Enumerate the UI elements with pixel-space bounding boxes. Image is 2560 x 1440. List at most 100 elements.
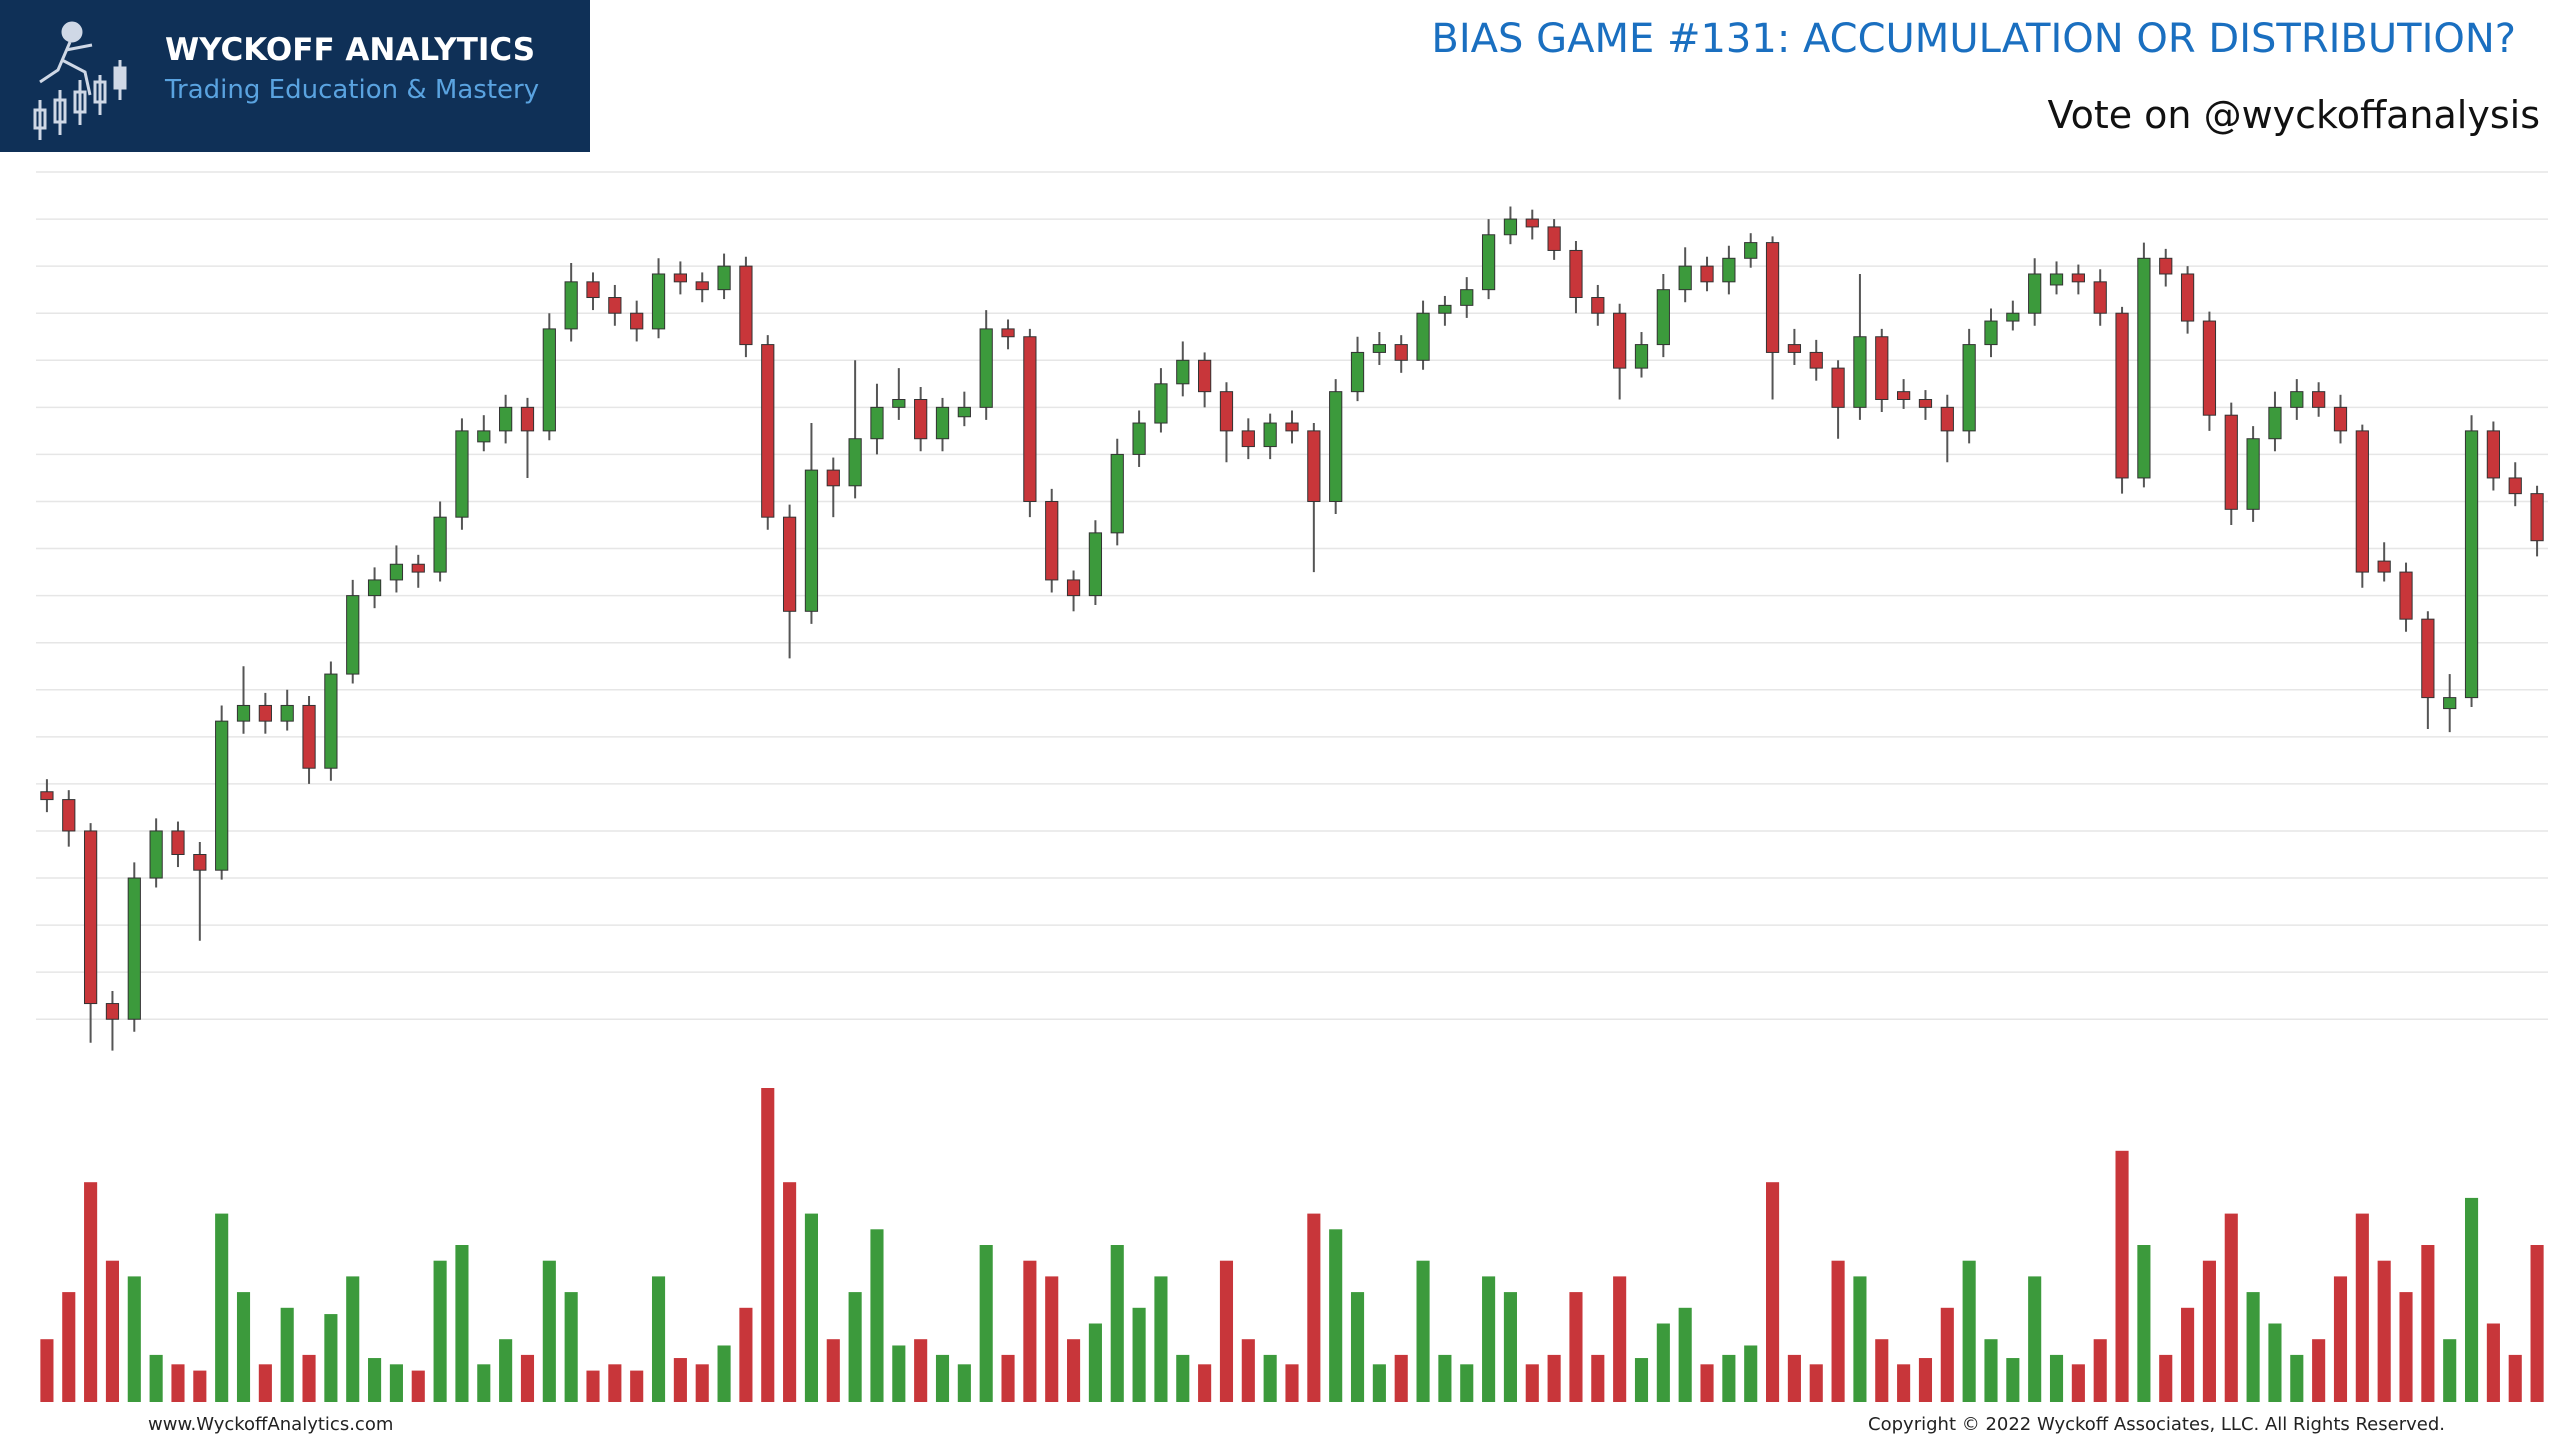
- candle-body: [586, 281, 600, 299]
- candle-body: [389, 563, 404, 581]
- volume-bar: [761, 1088, 775, 1402]
- volume-bar: [1853, 1276, 1867, 1402]
- candle-body: [739, 265, 753, 346]
- volume-bar: [695, 1364, 709, 1402]
- volume-bar: [2290, 1354, 2304, 1402]
- candle-body: [193, 854, 207, 871]
- volume-bar: [2399, 1292, 2413, 1402]
- candle-body: [1875, 336, 1889, 401]
- candle-body: [2268, 406, 2282, 440]
- candle-body: [1744, 242, 1758, 259]
- candle-body: [433, 516, 447, 573]
- candle-body: [1023, 336, 1037, 502]
- candle-body: [826, 469, 840, 487]
- volume-bar: [2312, 1339, 2326, 1402]
- volume-bar: [2115, 1150, 2129, 1402]
- candle-body: [236, 704, 251, 722]
- candle-body: [2246, 438, 2260, 510]
- candle-body: [105, 1003, 120, 1020]
- candle-body: [1722, 257, 1736, 283]
- candle-body: [40, 791, 54, 801]
- volume-bar: [826, 1339, 840, 1402]
- candle-body: [1438, 304, 1452, 314]
- candle-body: [2006, 312, 2020, 322]
- volume-bar: [1001, 1354, 1015, 1402]
- volume-bar: [389, 1364, 403, 1402]
- candle-body: [1809, 351, 1823, 369]
- candle-body: [2290, 391, 2304, 408]
- candle-body: [1066, 579, 1081, 597]
- volume-bar: [1700, 1364, 1714, 1402]
- candle-body: [2421, 618, 2435, 699]
- volume-bar: [957, 1364, 971, 1402]
- volume-bar: [1350, 1292, 1365, 1402]
- candle-body: [2443, 697, 2457, 710]
- volume-bar: [1307, 1213, 1321, 1402]
- footer-left: www.WyckoffAnalytics.com: [148, 1414, 393, 1435]
- volume-bar: [1110, 1245, 1124, 1402]
- candle-body: [1088, 532, 1103, 597]
- volume-bar: [739, 1307, 753, 1402]
- volume-bar: [1634, 1358, 1649, 1402]
- candle-body: [2159, 257, 2173, 275]
- volume-bar: [455, 1245, 469, 1402]
- volume-bar: [1067, 1339, 1081, 1402]
- volume-bar: [1787, 1354, 1801, 1402]
- volume-bar: [1591, 1354, 1605, 1402]
- candle-body: [2202, 320, 2217, 416]
- candle-body: [564, 281, 578, 330]
- volume-bar: [1613, 1276, 1627, 1402]
- candle-body: [1940, 406, 1954, 432]
- volume-bar: [892, 1345, 906, 1402]
- volume-bar: [280, 1307, 294, 1402]
- candle-body: [2464, 430, 2479, 699]
- footer-right: Copyright © 2022 Wyckoff Associates, LLC…: [1868, 1414, 2445, 1435]
- candle-body: [1962, 344, 1976, 432]
- candle-body: [1678, 265, 1692, 291]
- candle-body: [1591, 297, 1605, 314]
- candle-body: [2486, 430, 2501, 479]
- candle-body: [1110, 453, 1124, 534]
- volume-bar: [2421, 1245, 2435, 1402]
- volume-bar: [1809, 1364, 1823, 1402]
- candle-body: [761, 344, 775, 518]
- volume-bar: [2093, 1339, 2107, 1402]
- volume-bar: [1678, 1307, 1692, 1402]
- volume-bar: [2028, 1276, 2042, 1402]
- volume-bar: [848, 1292, 862, 1402]
- candle-body: [717, 265, 731, 291]
- volume-bar: [2159, 1354, 2173, 1402]
- volume-bar: [2202, 1260, 2216, 1402]
- candle-body: [1831, 367, 1845, 408]
- candle-body: [1132, 422, 1146, 455]
- candle-body: [608, 297, 622, 314]
- candle-body: [1176, 359, 1190, 385]
- subtitle: Vote on @wyckoffanalysis: [2048, 93, 2540, 137]
- volume-bar: [1132, 1307, 1146, 1402]
- volume-bar: [1547, 1354, 1561, 1402]
- candle-body: [673, 273, 687, 283]
- candle-body: [2093, 281, 2107, 314]
- candle-body: [2071, 273, 2085, 283]
- volume-bar: [2006, 1358, 2020, 1402]
- volume-bar: [2486, 1323, 2500, 1402]
- candle-body: [1263, 422, 1277, 448]
- volume-bar: [2333, 1276, 2348, 1402]
- volume-bar: [258, 1364, 272, 1402]
- volume-bar: [324, 1314, 338, 1402]
- volume-bar: [586, 1370, 600, 1402]
- volume-bar: [542, 1260, 556, 1402]
- candle-body: [455, 430, 469, 518]
- candle-body: [1198, 359, 1212, 393]
- candle-body: [1503, 218, 1518, 236]
- candle-body: [892, 399, 906, 408]
- candle-body: [2508, 477, 2522, 495]
- candle-body: [1219, 391, 1234, 432]
- volume-bar: [1722, 1354, 1736, 1402]
- candle-body: [1285, 422, 1299, 432]
- title: BIAS GAME #131: ACCUMULATION OR DISTRIBU…: [1431, 16, 2516, 62]
- candle-body: [2224, 414, 2238, 510]
- volume-bar: [2181, 1307, 2195, 1402]
- candle-body: [1416, 312, 1430, 361]
